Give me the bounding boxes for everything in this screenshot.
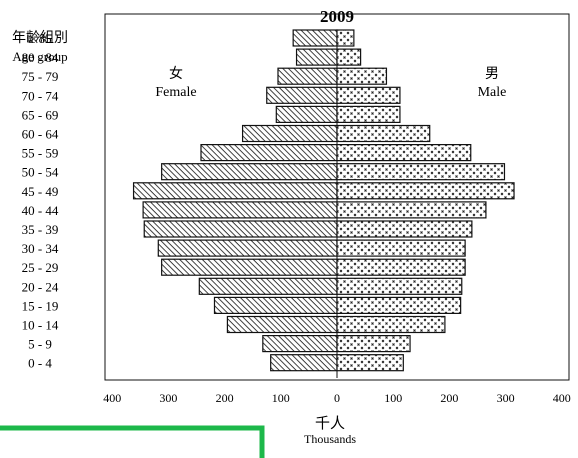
y-header-en: Age group [12, 49, 67, 64]
category-label: 50 - 54 [22, 165, 59, 180]
male-bar [336, 124, 431, 143]
male-bar [336, 239, 466, 257]
female-label: Female [155, 85, 196, 100]
category-label: 20 - 24 [22, 279, 59, 294]
category-label: 55 - 59 [22, 146, 59, 161]
male-bar [336, 315, 446, 334]
x-tick-label: 200 [216, 391, 234, 405]
chart-title: 2009 [320, 7, 354, 26]
category-label: 70 - 74 [22, 88, 59, 103]
category-label: 40 - 44 [22, 203, 59, 218]
category-label: 10 - 14 [22, 318, 59, 333]
female-bar [266, 86, 338, 104]
female-bar [161, 258, 338, 276]
male-bar [336, 48, 362, 66]
female-bar [275, 105, 338, 124]
male-bar [336, 277, 463, 295]
male-bar [336, 105, 401, 124]
male-bar [336, 67, 388, 85]
female-bar [277, 67, 338, 85]
category-labels: ≥ 85 80 - 84 75 - 79 70 - 74 65 - 69 60 - 64 5… [22, 31, 59, 371]
female-bar [132, 182, 338, 200]
category-label: ≥ 85 [28, 31, 51, 46]
category-label: 15 - 19 [22, 298, 59, 313]
plot-area [104, 13, 570, 381]
female-bar [226, 315, 338, 334]
female-label-zh: 女 [169, 65, 183, 82]
x-tick-label: 300 [159, 391, 177, 405]
male-bar [336, 296, 462, 314]
x-tick-label: 200 [440, 391, 458, 405]
category-label: 35 - 39 [22, 222, 59, 237]
female-bar [157, 239, 338, 257]
category-label: 60 - 64 [22, 127, 59, 142]
male-bar [336, 220, 473, 238]
x-tick-label: 400 [103, 391, 121, 405]
female-bar [295, 48, 338, 66]
male-bar [336, 201, 487, 219]
female-bar [142, 201, 338, 219]
female-bar [198, 277, 338, 295]
female-bar [292, 29, 338, 47]
category-label: 0 - 4 [28, 356, 52, 371]
category-label: 25 - 29 [22, 260, 59, 275]
category-label: 80 - 84 [22, 50, 59, 65]
male-bar [336, 29, 355, 47]
x-tick-label: 300 [497, 391, 515, 405]
female-bar [143, 220, 338, 238]
category-label: 45 - 49 [22, 184, 59, 199]
y-header-zh: 年齡組別 [12, 30, 68, 46]
female-bar [161, 163, 338, 181]
x-tick-label: 400 [553, 391, 571, 405]
male-label: Male [478, 85, 507, 100]
category-label: 30 - 34 [22, 241, 59, 256]
category-label: 65 - 69 [22, 107, 59, 122]
male-label-zh: 男 [485, 67, 499, 82]
x-axis-ticks: 400 300 200 100 0 100 200 300 400 [103, 391, 571, 405]
male-bar [336, 258, 466, 276]
x-tick-label: 100 [272, 391, 290, 405]
male-bars [336, 29, 515, 372]
female-bar [241, 124, 338, 143]
male-bar [336, 354, 404, 372]
x-tick-label: 0 [334, 391, 340, 405]
female-bar [262, 335, 338, 353]
green-frame-border [0, 425, 265, 458]
male-bar [336, 335, 411, 353]
male-bar [336, 182, 515, 200]
male-bar [336, 144, 472, 162]
male-bar [336, 86, 401, 104]
x-axis-label-zh: 千人 [315, 415, 345, 432]
category-label: 75 - 79 [22, 69, 59, 84]
male-bar [336, 163, 506, 181]
x-axis-label: Thousands [304, 432, 356, 446]
female-bar [270, 354, 338, 372]
female-bars [132, 29, 338, 372]
female-bar [213, 296, 338, 314]
category-label: 5 - 9 [28, 337, 52, 352]
female-bar [200, 144, 338, 162]
x-tick-label: 100 [384, 391, 402, 405]
